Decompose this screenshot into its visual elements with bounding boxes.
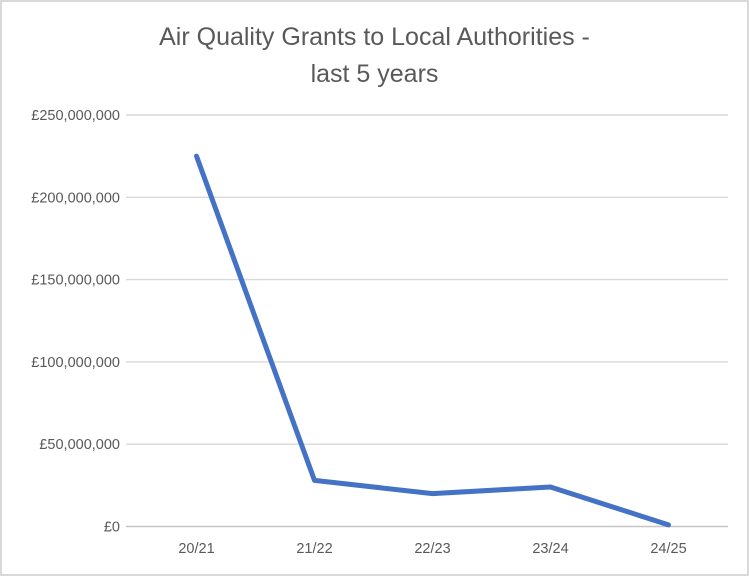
y-axis-tick-label: £50,000,000: [39, 437, 120, 453]
x-axis-tick-label: 22/23: [414, 541, 450, 557]
chart-title: Air Quality Grants to Local Authorities …: [2, 19, 747, 93]
x-axis-tick-label: 21/22: [296, 541, 332, 557]
chart-title-line-2: last 5 years: [310, 60, 439, 88]
y-axis-tick-label: £150,000,000: [31, 273, 120, 289]
y-axis-tick-label: £250,000,000: [31, 108, 120, 124]
x-axis-tick-label: 24/25: [650, 541, 686, 557]
series-line: [194, 153, 671, 528]
y-axis-tick-label: £200,000,000: [31, 190, 120, 206]
chart-title-line-1: Air Quality Grants to Local Authorities …: [159, 23, 590, 51]
x-axis-tick-label: 20/21: [178, 541, 214, 557]
y-axis-tick-label: £0: [104, 520, 120, 536]
x-axis-tick-label: 23/24: [532, 541, 568, 557]
y-axis-tick-label: £100,000,000: [31, 355, 120, 371]
